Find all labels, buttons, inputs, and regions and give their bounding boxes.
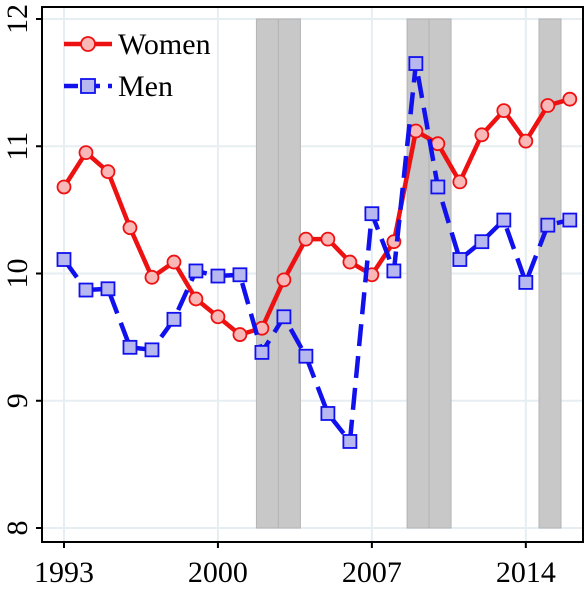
data-point <box>540 217 556 233</box>
data-point <box>298 348 314 364</box>
data-point <box>364 206 380 222</box>
data-point <box>144 269 160 285</box>
data-point <box>320 406 336 421</box>
series-line <box>62 97 571 337</box>
data-point <box>518 275 534 290</box>
data-point <box>496 103 512 119</box>
axes <box>36 6 584 548</box>
data-point <box>430 179 446 195</box>
series-layer <box>56 56 578 449</box>
data-point <box>540 98 556 113</box>
legend-item-men: Men <box>64 70 173 103</box>
y-tick-label: 9 <box>1 393 34 408</box>
data-point <box>166 311 182 327</box>
data-point <box>430 136 446 152</box>
data-point <box>298 231 314 247</box>
data-point <box>144 342 160 358</box>
legend-item-women: Women <box>64 28 211 61</box>
x-tick-label: 1993 <box>34 556 94 589</box>
data-point <box>474 127 490 143</box>
data-point <box>320 231 336 247</box>
grid <box>42 7 583 542</box>
series-women <box>56 91 578 342</box>
data-point <box>188 263 204 279</box>
x-tick-label: 2014 <box>496 556 556 589</box>
legend-marker <box>80 78 96 94</box>
shaded-periods <box>255 18 562 529</box>
data-point <box>166 254 182 270</box>
y-tick-label: 11 <box>1 132 34 161</box>
y-tick-label: 12 <box>1 4 34 34</box>
data-point <box>386 263 402 279</box>
data-point <box>518 133 534 149</box>
data-point <box>100 164 116 180</box>
data-point <box>474 234 490 250</box>
data-point <box>56 179 72 195</box>
data-point <box>210 309 226 325</box>
x-tick-label: 2007 <box>342 556 402 589</box>
data-point <box>342 254 358 270</box>
data-point <box>56 252 72 267</box>
data-point <box>78 282 94 298</box>
data-point <box>232 267 248 283</box>
data-point <box>452 252 468 267</box>
legend-marker <box>80 36 96 52</box>
legend-label: Men <box>118 70 173 103</box>
tick-labels: 1993 2000 2007 2014 8 9 10 11 12 <box>1 4 556 589</box>
data-point <box>254 344 270 360</box>
data-point <box>562 212 578 228</box>
data-point <box>210 268 226 284</box>
data-point <box>78 145 94 161</box>
data-point <box>232 327 248 342</box>
shaded-period <box>538 18 562 529</box>
y-tick-label: 8 <box>1 521 34 536</box>
series-men <box>56 56 578 449</box>
shaded-period <box>428 18 452 529</box>
data-point <box>342 434 358 449</box>
data-point <box>496 212 512 228</box>
data-point <box>562 91 578 107</box>
x-tick-label: 2000 <box>188 556 248 589</box>
data-point <box>408 56 424 71</box>
data-point <box>452 174 468 190</box>
data-point <box>188 291 204 307</box>
shaded-period <box>255 18 279 529</box>
data-point <box>276 272 292 288</box>
y-tick-label: 10 <box>1 259 34 289</box>
data-point <box>100 281 116 297</box>
data-point <box>276 309 292 325</box>
legend: Women Men <box>64 28 211 103</box>
legend-label: Women <box>118 28 211 61</box>
data-point <box>122 220 138 236</box>
data-point <box>122 339 138 355</box>
